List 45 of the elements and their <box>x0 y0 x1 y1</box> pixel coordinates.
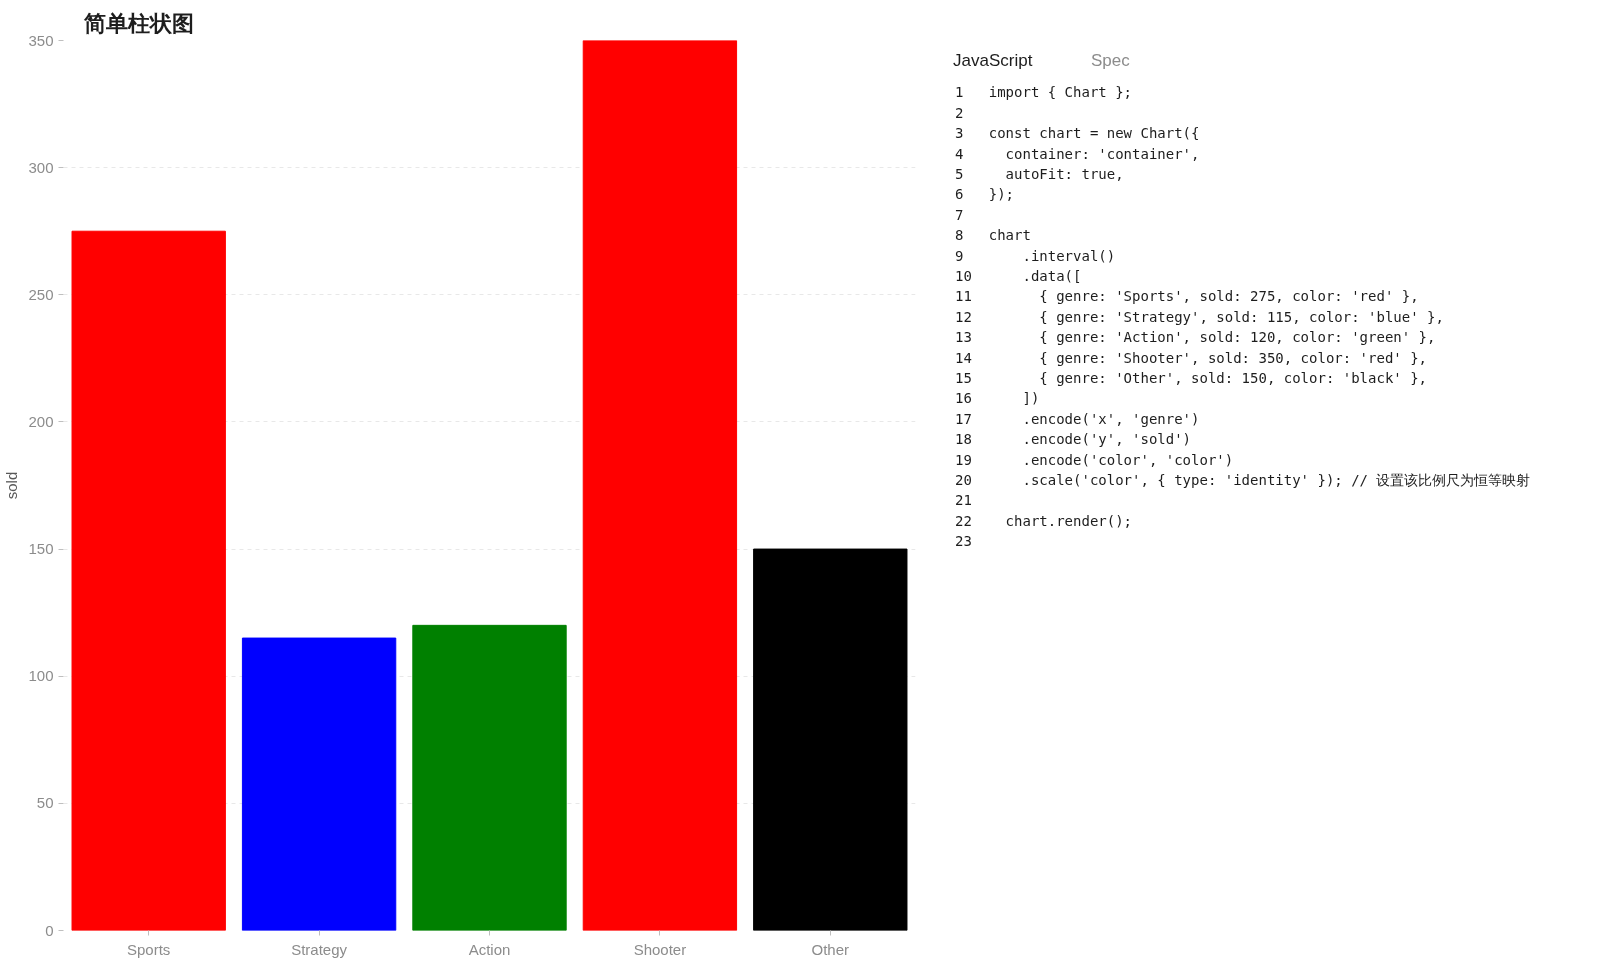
y-tick-label: 50 <box>36 794 54 812</box>
text: 8 chart <box>955 227 1031 244</box>
y-tick-label: 300 <box>28 158 54 176</box>
text: 4 container: 'container', <box>955 145 1200 162</box>
bar <box>71 230 226 931</box>
y-tick-label: 100 <box>28 667 54 685</box>
text: 13 { genre: 'Action', sold: 120, color: 'green' }, <box>955 329 1436 346</box>
y-tick-label: 250 <box>28 285 54 303</box>
text: Spec <box>1090 51 1131 71</box>
y-tick-label: 350 <box>28 31 54 49</box>
text: 11 { genre: 'Sports', sold: 275, color: 'red' }, <box>955 288 1419 305</box>
text: 6 }); <box>955 186 1015 203</box>
text: 22 chart.render(); <box>955 512 1133 529</box>
bar <box>753 548 908 931</box>
chart-title: 简单柱状图 <box>82 10 194 36</box>
x-tick-label: Shooter <box>633 940 687 958</box>
text: 19 .encode('color', 'color') <box>955 451 1234 468</box>
text: 18 .encode('y', 'sold') <box>955 431 1192 448</box>
text: 17 .encode('x', 'genre') <box>955 410 1200 427</box>
text: 21 <box>955 492 989 509</box>
text: 12 { genre: 'Strategy', sold: 115, color: 'blue' }, <box>955 308 1444 325</box>
x-tick-label: Other <box>811 940 850 958</box>
x-tick-label: Strategy <box>291 940 348 958</box>
y-axis-title: sold <box>3 471 21 500</box>
text: 5 autoFit: true, <box>955 166 1124 182</box>
bar <box>582 40 738 931</box>
text: 10 .data([ <box>955 267 1082 284</box>
text: JavaScript <box>953 51 1033 71</box>
y-tick-label: 0 <box>45 921 54 939</box>
text: 20 .scale('color', { type: 'identity' }); // 设置该比例尺为恒等映射 <box>955 471 1531 488</box>
y-tick-label: 150 <box>28 540 54 558</box>
text: 14 { genre: 'Shooter', sold: 350, color: 'red' }, <box>955 349 1428 366</box>
text: 1 import { Chart }; <box>955 84 1133 101</box>
text: 23 <box>955 533 989 550</box>
text: 9 .interval() <box>955 247 1116 264</box>
bar <box>241 637 397 931</box>
text: 16 ]) <box>955 390 1040 407</box>
y-tick-label: 200 <box>28 412 54 430</box>
text: 7 <box>955 206 989 223</box>
text: 3 const chart = new Chart({ <box>955 125 1200 142</box>
text: 15 { genre: 'Other', sold: 150, color: 'black' }, <box>955 369 1428 386</box>
bar <box>412 624 567 931</box>
x-tick-label: Sports <box>127 940 171 958</box>
text: 2 <box>955 104 989 121</box>
x-tick-label: Action <box>468 940 511 958</box>
